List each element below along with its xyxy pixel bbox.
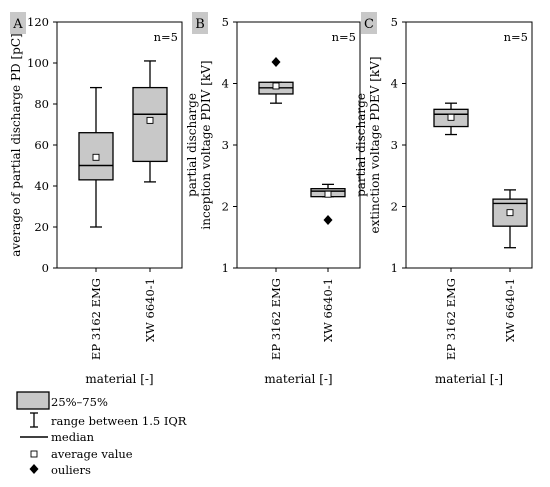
y-tick-label: 5: [222, 15, 229, 29]
y-tick-label: 2: [222, 200, 229, 214]
panel-label-bg: [192, 12, 208, 34]
legend-outlier-label: ouliers: [51, 463, 91, 477]
x-axis-label: material [-]: [85, 372, 153, 386]
mean-marker: [92, 153, 100, 161]
y-tick-label: 4: [222, 77, 229, 91]
y-tick-label: 40: [34, 179, 49, 193]
y-axis-label: partial discharge: [354, 93, 368, 197]
y-axis-label: partial discharge: [185, 93, 199, 197]
panel-a: A 0 20 40 60 80 100 120 n=5 average of partial di…: [9, 12, 183, 386]
y-tick-label: 1: [391, 261, 398, 275]
y-tick-label: 60: [34, 138, 49, 152]
x-tick-label: XW 6640-1: [143, 278, 157, 342]
n-label: n=5: [504, 30, 528, 44]
panel-label-bg: [10, 12, 26, 34]
y-tick-label: 1: [222, 261, 229, 275]
mean-marker: [272, 82, 280, 90]
panel-label-bg: [361, 12, 377, 34]
legend: 25%–75% range between 1.5 IQR median averag…: [16, 391, 187, 477]
legend-box-swatch: [16, 391, 50, 410]
outlier-marker: [323, 215, 333, 226]
panel-label: C: [364, 17, 374, 32]
y-tick-label: 100: [27, 56, 49, 70]
y-axis-label: average of partial discharge PD [pC]: [9, 33, 23, 256]
x-tick-label: EP 3162 EMG: [269, 278, 283, 360]
x-axis-label: material [-]: [264, 372, 332, 386]
y-tick-label: 5: [391, 15, 398, 29]
legend-mean-marker: [30, 450, 38, 458]
legend-mean-label: average value: [51, 447, 133, 461]
x-axis-label: material [-]: [435, 372, 503, 386]
n-label: n=5: [154, 30, 178, 44]
x-tick-label: EP 3162 EMG: [89, 278, 103, 360]
panel-label: A: [12, 17, 23, 32]
panel-label: B: [195, 17, 205, 32]
mean-marker: [146, 116, 154, 124]
y-axis-label: extinction voltage PDEV [kV]: [368, 56, 382, 233]
y-tick-label: 0: [42, 261, 49, 275]
plot-frame: [405, 21, 533, 269]
mean-marker: [506, 209, 514, 217]
plot-frame: [236, 21, 361, 269]
outlier-marker: [271, 56, 281, 67]
panel-b: B 1 2 3 4 5 n=5 partial discharge inception volt…: [185, 12, 361, 386]
mean-marker: [324, 190, 332, 198]
y-tick-label: 120: [27, 15, 49, 29]
iqr-box: [132, 86, 168, 163]
x-tick-label: EP 3162 EMG: [444, 278, 458, 360]
panel-c: C 1 2 3 4 5 n=5 partial discharge extinction vol…: [354, 12, 533, 386]
y-tick-label: 2: [391, 200, 398, 214]
y-tick-label: 4: [391, 77, 398, 91]
mean-marker: [447, 113, 455, 121]
legend-median-label: median: [51, 430, 95, 444]
y-tick-label: 20: [34, 220, 49, 234]
legend-whisker-label: range between 1.5 IQR: [51, 414, 187, 428]
y-tick-label: 3: [222, 138, 229, 152]
legend-outlier-marker: [29, 464, 39, 474]
x-tick-label: XW 6640-1: [321, 278, 335, 342]
legend-box-label: 25%–75%: [51, 395, 108, 409]
n-label: n=5: [332, 30, 356, 44]
y-tick-label: 80: [34, 97, 49, 111]
y-tick-label: 3: [391, 138, 398, 152]
y-axis-label: inception voltage PDIV [kV]: [199, 60, 213, 229]
x-tick-label: XW 6640-1: [503, 278, 517, 342]
